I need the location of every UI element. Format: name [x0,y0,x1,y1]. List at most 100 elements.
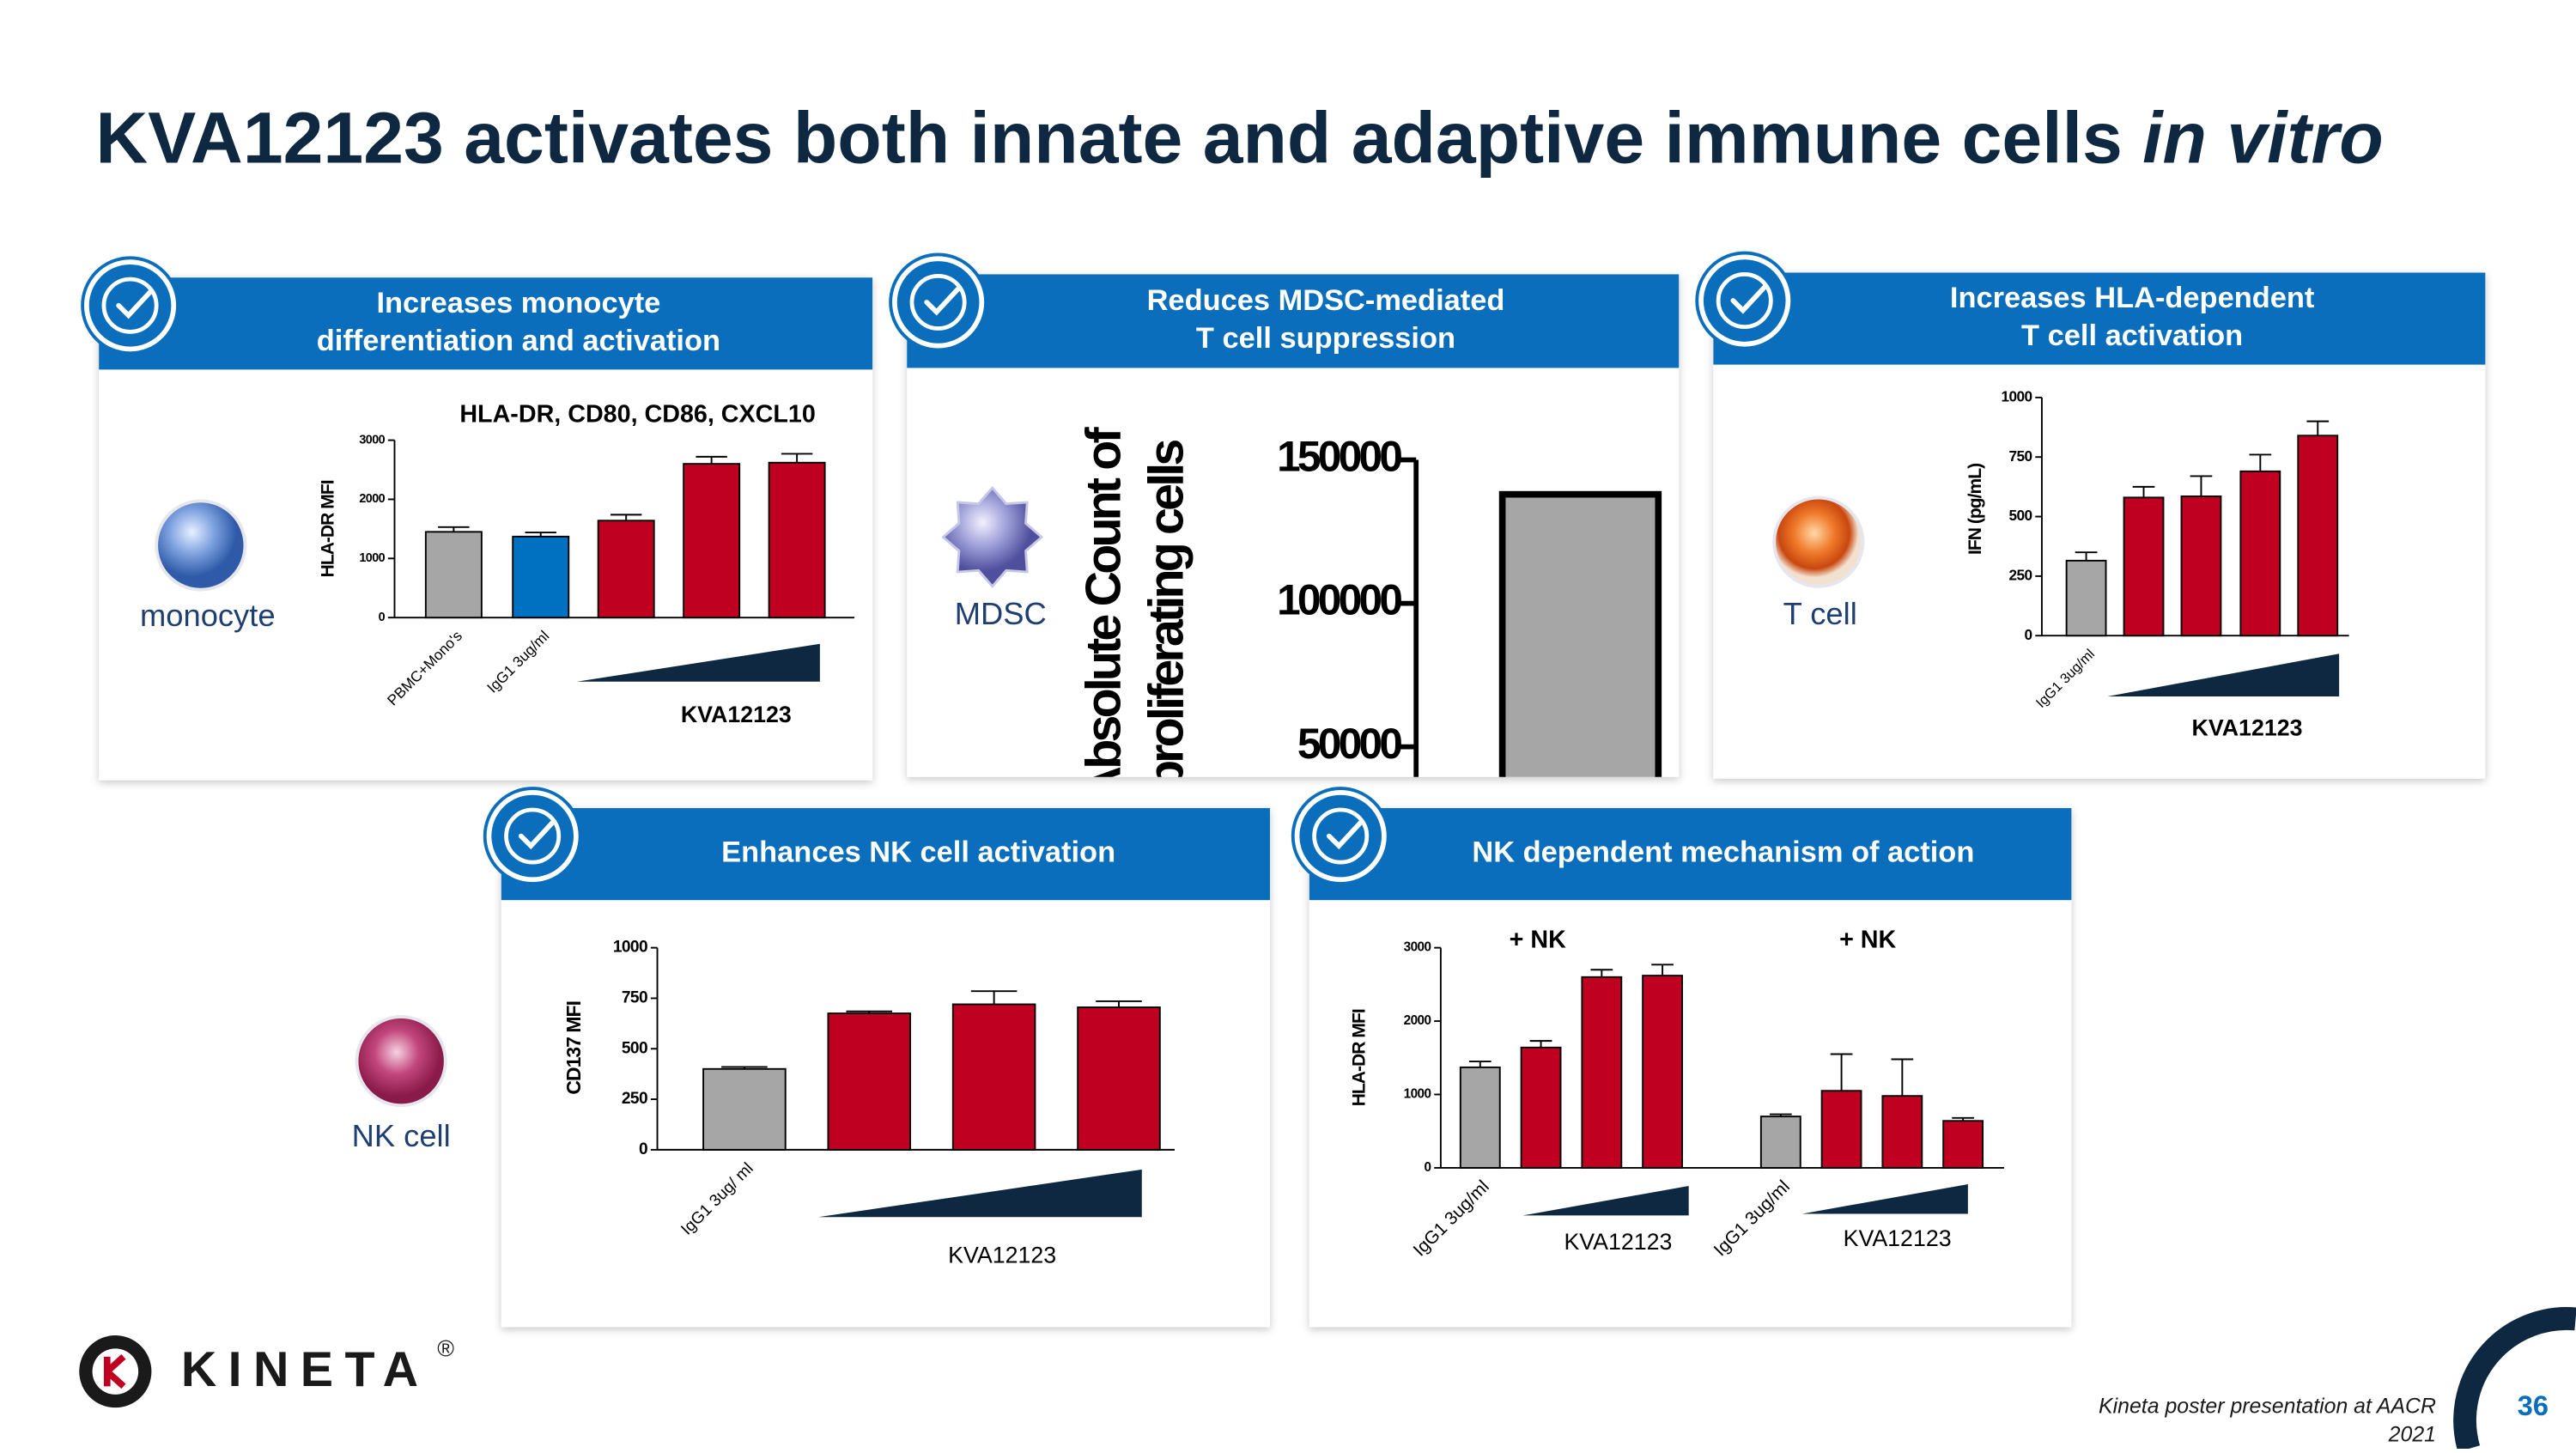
error-bar [1830,1053,1853,1091]
bar [1881,1095,1923,1169]
panel-header-bg [1713,272,2486,365]
cell-label: MDSC [955,596,1047,631]
panel-header-bg [907,274,1680,368]
panel-header-bg [1309,808,2072,901]
bar [1498,490,1662,777]
bar [1459,1066,1501,1169]
error-bar [2132,485,2155,498]
page-number: 36 [2518,1390,2549,1421]
error-bar [1952,1116,1974,1122]
dose-ramp [2107,654,2340,696]
bar [2239,470,2281,637]
annotation: KVA12123 [681,702,792,727]
panel-header-text: T cell activation [2021,319,2243,352]
cell-icon [1772,495,1865,588]
cell-icon [941,486,1043,588]
logo-mark-k [103,1354,126,1389]
error-bar [610,514,642,521]
title-text: KVA12123 activates both innate and adapt… [95,101,2123,179]
annotation: KVA12123 [2192,714,2303,740]
bar [1520,1046,1562,1169]
error-bar [970,990,1018,1005]
panel-header-text: NK dependent mechanism of action [1472,836,1974,869]
y-tick-label: 500 [622,1039,647,1057]
panel: NK dependent mechanism of action [1291,787,2072,1328]
panel-header-text: Reduces MDSC-mediated [1147,284,1505,317]
check-icon-ring [504,807,562,865]
corner-arc [2453,1307,2576,1452]
error-bar [2190,475,2213,496]
y-tick-label: 750 [2008,447,2032,465]
error-bar [525,532,556,537]
y-tick-label: 3000 [1404,940,1431,955]
y-tick-label: 1000 [613,939,647,957]
y-axis-label: IFN (pg/mL) [1965,464,1985,555]
error-bar [696,455,727,465]
dose-ramp [817,1169,1142,1218]
y-tick-label: 100000 [1277,576,1401,624]
y-axis-label: CD137 MFI [562,1001,585,1095]
y-tick-label: 250 [2008,566,2032,583]
bar [512,535,570,619]
y-tick-label: 750 [622,988,647,1006]
slide-title: KVA12123 activates both innate and adapt… [95,102,2427,178]
check-icon-tick [924,286,961,316]
y-tick-label: 0 [379,611,386,624]
panel: Increases monocyte differentiation and ac… [81,256,873,781]
bar [951,1003,1036,1151]
panel-header-text: Increases monocyte [376,287,660,319]
y-axis-label: Absolute Count of [1077,426,1132,801]
bar [2123,496,2165,637]
error-bar [1529,1040,1552,1048]
error-bar [1891,1058,1914,1097]
y-tick-label: 0 [1424,1160,1431,1175]
bar [702,1067,787,1151]
check-icon-ring [1312,807,1370,865]
bar [1642,975,1684,1169]
cell-label: monocyte [140,598,276,633]
bar [1077,1006,1161,1151]
cell-icon [155,499,247,592]
error-bar [2306,420,2330,436]
chart: 50000 100000 150000 Absolute Count of prolif… [1077,426,1662,801]
error-bar [1769,1113,1792,1117]
annotation: + NK [1839,927,1896,954]
bar [1942,1120,1984,1169]
cell-label: T cell [1783,596,1857,631]
check-icon-ring [909,273,967,331]
error-bar [781,453,813,463]
error-bar [721,1066,768,1069]
bar [1820,1090,1862,1169]
panel-header-text: Increases HLA-dependent [1950,282,2315,314]
y-tick-label: 150000 [1277,433,1401,481]
check-icon-tick [518,820,555,850]
y-tick-label: 1000 [2001,387,2032,404]
bar [597,520,655,619]
bar [683,463,741,619]
y-tick-label: 0 [2024,626,2032,643]
check-icon-ring [1716,272,1773,330]
logo-mark-inner [92,1348,139,1395]
chart-title: HLA-DR, CD80, CD86, CXCL10 [459,400,815,428]
cell-icon [355,1015,447,1108]
annotation: KVA12123 [1564,1229,1672,1255]
check-icon-ring [101,277,159,334]
error-bar [438,526,470,532]
y-tick-label: 0 [639,1140,647,1158]
annotation: KVA12123 [948,1242,1056,1268]
check-icon-inner [1299,794,1382,878]
bar [2180,495,2222,637]
check-icon-inner [88,264,172,347]
y-tick-label: 50000 [1297,720,1401,768]
y-tick-label: 1000 [1404,1087,1431,1102]
error-bar [846,1010,893,1014]
error-bar [1651,964,1674,976]
panel-header-text: differentiation and activation [317,325,720,357]
footer-source: 2021 [2388,1422,2436,1446]
annotation: + NK [1510,927,1566,954]
bar [2297,435,2339,637]
logo: KINETA ® [79,1335,454,1408]
check-icon-inner [491,794,574,878]
